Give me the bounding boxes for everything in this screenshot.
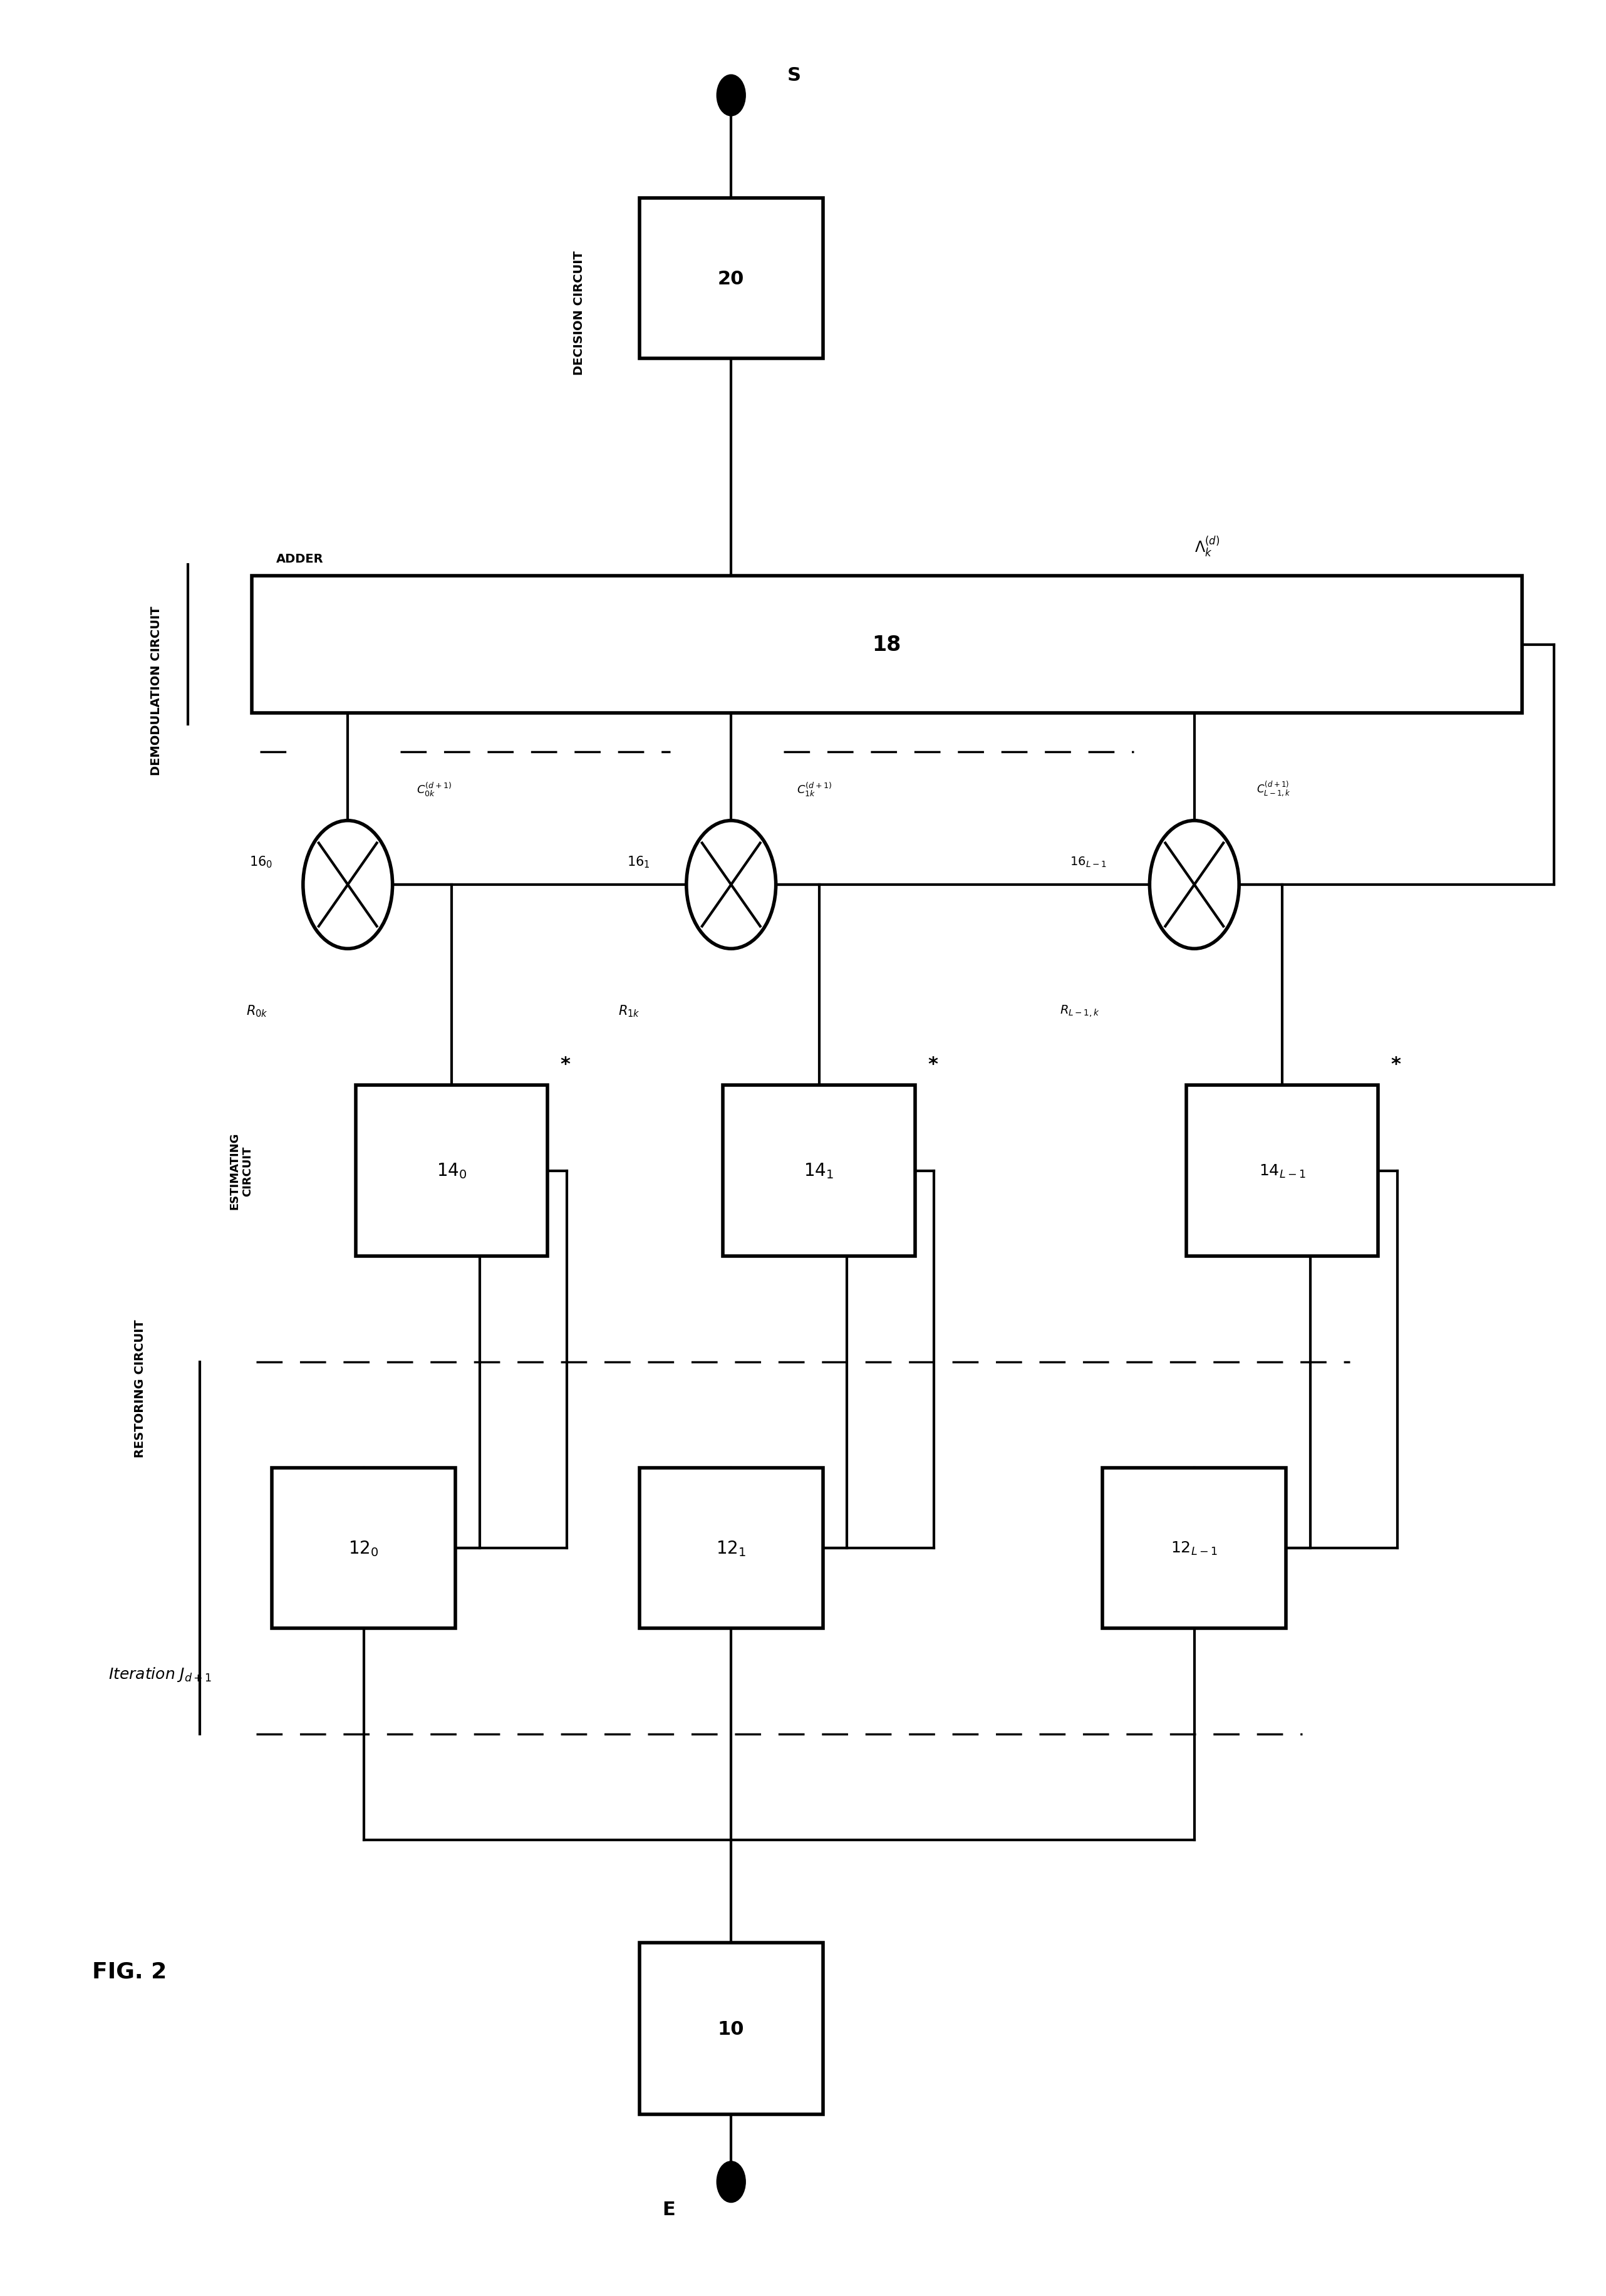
Text: $14_1$: $14_1$ [805,1162,834,1180]
Circle shape [716,2161,745,2202]
Bar [639,1467,822,1628]
Bar [639,200,822,358]
Text: $C^{(d+1)}_{L-1,k}$: $C^{(d+1)}_{L-1,k}$ [1256,781,1291,799]
Text: $R_{1k}$: $R_{1k}$ [618,1003,641,1017]
Text: *: * [560,1056,570,1075]
Text: 18: 18 [872,634,901,654]
Bar [1187,1086,1378,1256]
Bar [271,1467,456,1628]
Bar [357,1086,548,1256]
Circle shape [1150,822,1240,948]
Text: *: * [1391,1056,1400,1075]
Text: DEMODULATION CIRCUIT: DEMODULATION CIRCUIT [149,606,162,776]
Text: $\Lambda^{(d)}_k$: $\Lambda^{(d)}_k$ [1195,535,1219,558]
Text: *: * [928,1056,938,1075]
Text: $12_{L-1}$: $12_{L-1}$ [1171,1541,1217,1557]
Text: $12_0$: $12_0$ [349,1538,379,1557]
Text: RESTORING CIRCUIT: RESTORING CIRCUIT [135,1320,146,1458]
Bar [639,1942,822,2115]
Text: S: S [787,67,801,85]
Text: DECISION CIRCUIT: DECISION CIRCUIT [573,250,585,374]
Text: $16_1$: $16_1$ [626,854,650,870]
Text: 10: 10 [718,2020,745,2037]
Text: $16_{L-1}$: $16_{L-1}$ [1070,856,1107,868]
Text: $R_{L-1,k}$: $R_{L-1,k}$ [1060,1003,1100,1017]
Bar [252,576,1522,714]
Text: $R_{0k}$: $R_{0k}$ [246,1003,268,1017]
Text: 20: 20 [718,269,745,287]
Text: FIG. 2: FIG. 2 [92,1961,167,1981]
Text: $14_{L-1}$: $14_{L-1}$ [1259,1162,1306,1180]
Text: Iteration $J_{d+1}$: Iteration $J_{d+1}$ [108,1665,212,1683]
Bar [1102,1467,1286,1628]
Circle shape [716,76,745,117]
Text: $12_1$: $12_1$ [716,1538,747,1557]
Text: ADDER: ADDER [276,553,323,565]
Text: E: E [662,2200,675,2218]
Text: ESTIMATING
CIRCUIT: ESTIMATING CIRCUIT [228,1132,252,1210]
Text: $C^{(d+1)}_{0k}$: $C^{(d+1)}_{0k}$ [416,781,451,799]
Circle shape [686,822,776,948]
Text: $C^{(d+1)}_{1k}$: $C^{(d+1)}_{1k}$ [797,781,832,799]
Text: $16_0$: $16_0$ [249,854,273,870]
Bar [723,1086,915,1256]
Text: $14_0$: $14_0$ [437,1162,467,1180]
Circle shape [304,822,392,948]
